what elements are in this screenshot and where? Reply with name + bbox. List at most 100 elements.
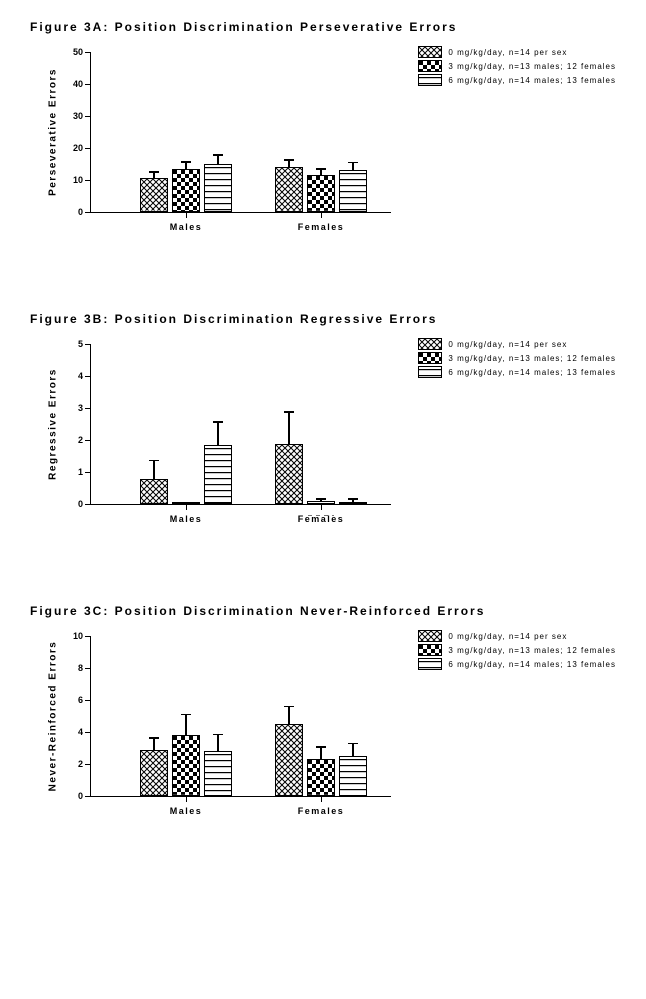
error-bar: [153, 172, 155, 178]
error-cap: [149, 171, 159, 173]
chart-wrap: 0 mg/kg/day, n=14 per sex3 mg/kg/day, n=…: [90, 636, 616, 836]
error-bar: [288, 412, 290, 444]
error-cap: [213, 734, 223, 736]
y-tick: [85, 440, 91, 441]
figure-title: Figure 3A: Position Discrimination Perse…: [30, 20, 616, 34]
y-tick-label: 4: [63, 727, 83, 737]
y-tick: [85, 408, 91, 409]
y-tick-label: 3: [63, 403, 83, 413]
bar: [307, 759, 335, 796]
bar: [172, 169, 200, 212]
error-cap: [348, 498, 358, 500]
figure-title: Figure 3B: Position Discrimination Regre…: [30, 312, 616, 326]
y-tick: [85, 52, 91, 53]
error-cap: [181, 161, 191, 163]
x-axis-label: Females: [298, 514, 345, 524]
legend: 0 mg/kg/day, n=14 per sex 3 mg/kg/day, n=…: [418, 630, 616, 672]
legend-swatch: [418, 46, 442, 58]
legend-item: 3 mg/kg/day, n=13 males; 12 females: [418, 644, 616, 656]
legend: 0 mg/kg/day, n=14 per sex3 mg/kg/day, n=…: [418, 338, 616, 380]
error-cap: [316, 498, 326, 500]
error-bar: [153, 461, 155, 480]
y-tick: [85, 212, 91, 213]
error-cap: [284, 706, 294, 708]
y-tick: [85, 148, 91, 149]
legend-label: 0 mg/kg/day, n=14 per sex: [448, 632, 567, 641]
legend-item: 3 mg/kg/day, n=13 males; 12 females: [418, 352, 616, 364]
y-axis-label: Perseverative Errors: [48, 68, 59, 196]
y-tick-label: 20: [63, 143, 83, 153]
legend-label: 3 mg/kg/day, n=13 males; 12 females: [448, 354, 616, 363]
error-bar: [288, 160, 290, 167]
y-tick-label: 10: [63, 631, 83, 641]
bar: [339, 170, 367, 212]
legend-item: 0 mg/kg/day, n=14 per sex: [418, 46, 616, 58]
error-cap: [284, 411, 294, 413]
x-tick: [186, 796, 187, 802]
x-axis-label: Females: [298, 222, 345, 232]
legend-swatch: [418, 60, 442, 72]
y-tick-label: 30: [63, 111, 83, 121]
x-tick: [321, 504, 322, 510]
figure-1: Figure 3B: Position Discrimination Regre…: [30, 312, 616, 544]
error-bar: [320, 169, 322, 175]
y-tick: [85, 764, 91, 765]
y-tick: [85, 668, 91, 669]
x-tick: [321, 796, 322, 802]
error-bar: [217, 734, 219, 751]
plot-area: Regressive Errors012345MalesFemales: [90, 344, 391, 505]
y-tick: [85, 700, 91, 701]
x-tick: [321, 212, 322, 218]
bar: [140, 750, 168, 796]
y-tick-label: 2: [63, 435, 83, 445]
error-bar: [288, 706, 290, 724]
legend-swatch: [418, 366, 442, 378]
error-bar: [185, 162, 187, 169]
legend-item: 6 mg/kg/day, n=14 males; 13 females: [418, 74, 616, 86]
legend-item: 6 mg/kg/day, n=14 males; 13 females: [418, 366, 616, 378]
legend-swatch: [418, 352, 442, 364]
y-tick-label: 6: [63, 695, 83, 705]
x-tick: [186, 504, 187, 510]
y-tick: [85, 796, 91, 797]
y-tick: [85, 376, 91, 377]
error-bar: [185, 714, 187, 735]
y-tick-label: 1: [63, 467, 83, 477]
bar: [275, 167, 303, 212]
y-tick-label: 8: [63, 663, 83, 673]
legend-label: 0 mg/kg/day, n=14 per sex: [448, 48, 567, 57]
legend-swatch: [418, 630, 442, 642]
y-tick-label: 0: [63, 791, 83, 801]
x-axis-label: Females: [298, 806, 345, 816]
legend-item: 3 mg/kg/day, n=13 males; 12 females: [418, 60, 616, 72]
legend-label: 3 mg/kg/day, n=13 males; 12 females: [448, 62, 616, 71]
figure-2: Figure 3C: Position Discrimination Never…: [30, 604, 616, 836]
legend-label: 6 mg/kg/day, n=14 males; 13 females: [448, 368, 616, 377]
error-bar: [352, 744, 354, 756]
legend-label: 3 mg/kg/day, n=13 males; 12 females: [448, 646, 616, 655]
legend-item: 0 mg/kg/day, n=14 per sex: [418, 630, 616, 642]
y-tick-label: 0: [63, 207, 83, 217]
bar: [275, 724, 303, 796]
error-bar: [153, 738, 155, 750]
plot-area: Perseverative Errors01020304050MalesFema…: [90, 52, 391, 213]
x-axis-label: Males: [170, 222, 203, 232]
y-tick-label: 50: [63, 47, 83, 57]
error-cap: [316, 746, 326, 748]
y-tick-label: 4: [63, 371, 83, 381]
plot-area: Never-Reinforced Errors0246810MalesFemal…: [90, 636, 391, 797]
y-tick-label: 2: [63, 759, 83, 769]
legend-item: 6 mg/kg/day, n=14 males; 13 females: [418, 658, 616, 670]
y-tick-label: 0: [63, 499, 83, 509]
bar: [339, 756, 367, 796]
chart-wrap: 0 mg/kg/day, n=14 per sex3 mg/kg/day, n=…: [90, 52, 616, 252]
error-cap: [149, 737, 159, 739]
bar: [204, 445, 232, 504]
y-tick: [85, 504, 91, 505]
y-axis-label: Regressive Errors: [48, 368, 59, 480]
legend-label: 6 mg/kg/day, n=14 males; 13 females: [448, 76, 616, 85]
y-tick: [85, 472, 91, 473]
legend: 0 mg/kg/day, n=14 per sex 3 mg/kg/day, n=…: [418, 46, 616, 88]
y-tick-label: 5: [63, 339, 83, 349]
error-bar: [320, 747, 322, 759]
